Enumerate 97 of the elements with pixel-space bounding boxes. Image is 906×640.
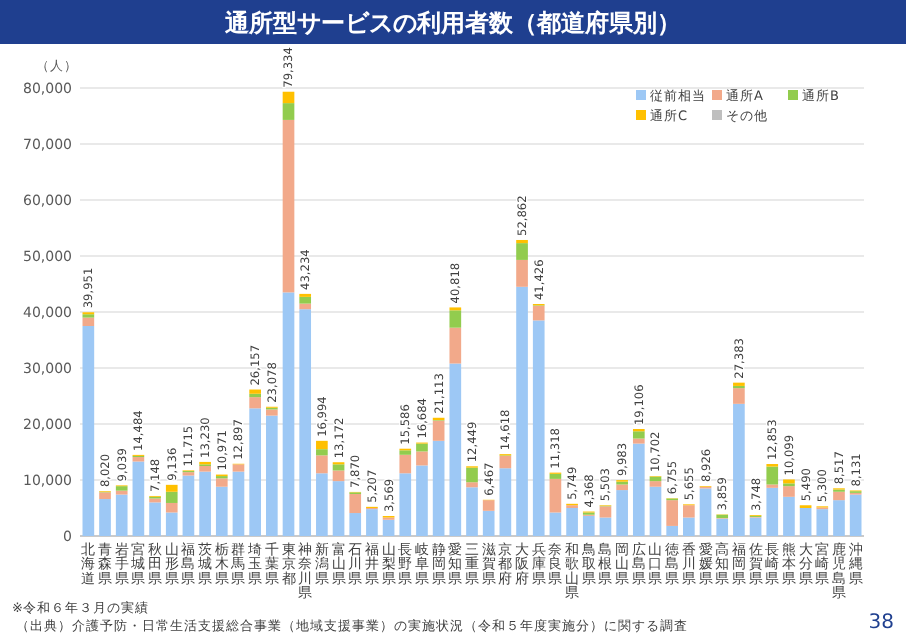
bar <box>716 518 729 536</box>
bar <box>733 388 745 404</box>
bar <box>816 509 829 536</box>
bar <box>799 508 812 536</box>
bar <box>549 473 562 479</box>
text: 38 <box>868 612 894 634</box>
bar <box>432 420 445 441</box>
bar <box>532 320 545 536</box>
bar <box>282 91 295 104</box>
bar <box>115 494 128 536</box>
bar <box>599 517 612 536</box>
bar <box>299 296 312 304</box>
bar <box>499 468 512 536</box>
bar <box>833 500 845 536</box>
chart-title: 通所型サービスの利用者数（都道府県別） <box>223 9 681 37</box>
bar <box>783 486 795 497</box>
bar <box>332 481 345 536</box>
bar <box>466 467 478 483</box>
bar <box>549 478 562 513</box>
bar <box>516 286 528 536</box>
bar <box>666 500 679 526</box>
bar <box>165 512 178 536</box>
bar <box>82 326 95 536</box>
bar <box>232 464 245 472</box>
bar <box>316 473 328 536</box>
bar <box>649 486 662 536</box>
bar <box>316 440 328 450</box>
bar <box>332 470 345 482</box>
bar <box>299 303 312 310</box>
bar <box>649 481 662 487</box>
bar <box>416 443 428 452</box>
bar <box>466 482 478 488</box>
bar <box>449 327 462 364</box>
bar <box>499 455 512 469</box>
bar <box>265 415 278 536</box>
bar <box>549 512 562 536</box>
bar <box>99 492 111 500</box>
bar <box>316 449 328 456</box>
bar <box>265 409 278 416</box>
bar <box>599 506 612 518</box>
bar <box>149 502 161 536</box>
bar <box>582 515 595 536</box>
bar <box>249 397 261 409</box>
bar <box>749 517 762 536</box>
bar <box>99 499 111 536</box>
bar <box>232 471 245 536</box>
bar <box>182 475 195 536</box>
bar <box>632 438 645 444</box>
bar <box>282 103 295 120</box>
bar <box>399 473 412 536</box>
bar <box>683 505 695 518</box>
bar <box>449 310 462 328</box>
bar <box>215 486 228 536</box>
bar <box>632 443 645 536</box>
bar <box>632 431 645 439</box>
bar <box>349 494 362 514</box>
bar <box>532 305 545 321</box>
bar <box>849 494 862 536</box>
bar <box>199 466 211 472</box>
bar <box>199 471 211 536</box>
bar <box>432 440 445 536</box>
bar <box>516 243 528 260</box>
bar <box>416 465 428 536</box>
bar <box>766 466 779 485</box>
bar <box>783 496 795 536</box>
title: 通所型サービスの利用者数（都道府県別） <box>0 0 906 44</box>
bar <box>282 119 295 293</box>
bar <box>132 461 145 536</box>
bar <box>482 500 495 511</box>
bar <box>683 517 695 536</box>
bar <box>482 510 495 536</box>
bar <box>249 408 261 536</box>
bar <box>666 525 679 536</box>
bar <box>416 451 428 466</box>
bar <box>382 519 395 536</box>
bar <box>82 317 95 326</box>
bar <box>833 491 845 501</box>
bar <box>449 363 462 536</box>
bar <box>332 464 345 471</box>
bar <box>566 508 578 536</box>
bar <box>616 490 628 536</box>
bar <box>616 484 628 491</box>
bar <box>699 488 712 536</box>
bar <box>215 478 228 487</box>
bar <box>316 455 328 474</box>
bar <box>466 487 478 536</box>
bar <box>366 509 378 536</box>
bar <box>165 484 178 492</box>
bar <box>349 513 362 536</box>
bar <box>399 454 412 474</box>
bar <box>733 403 745 536</box>
bar <box>165 491 178 503</box>
bar <box>165 502 178 513</box>
bar <box>282 292 295 536</box>
bar <box>516 259 528 287</box>
bar <box>299 309 312 536</box>
bar <box>766 487 779 536</box>
